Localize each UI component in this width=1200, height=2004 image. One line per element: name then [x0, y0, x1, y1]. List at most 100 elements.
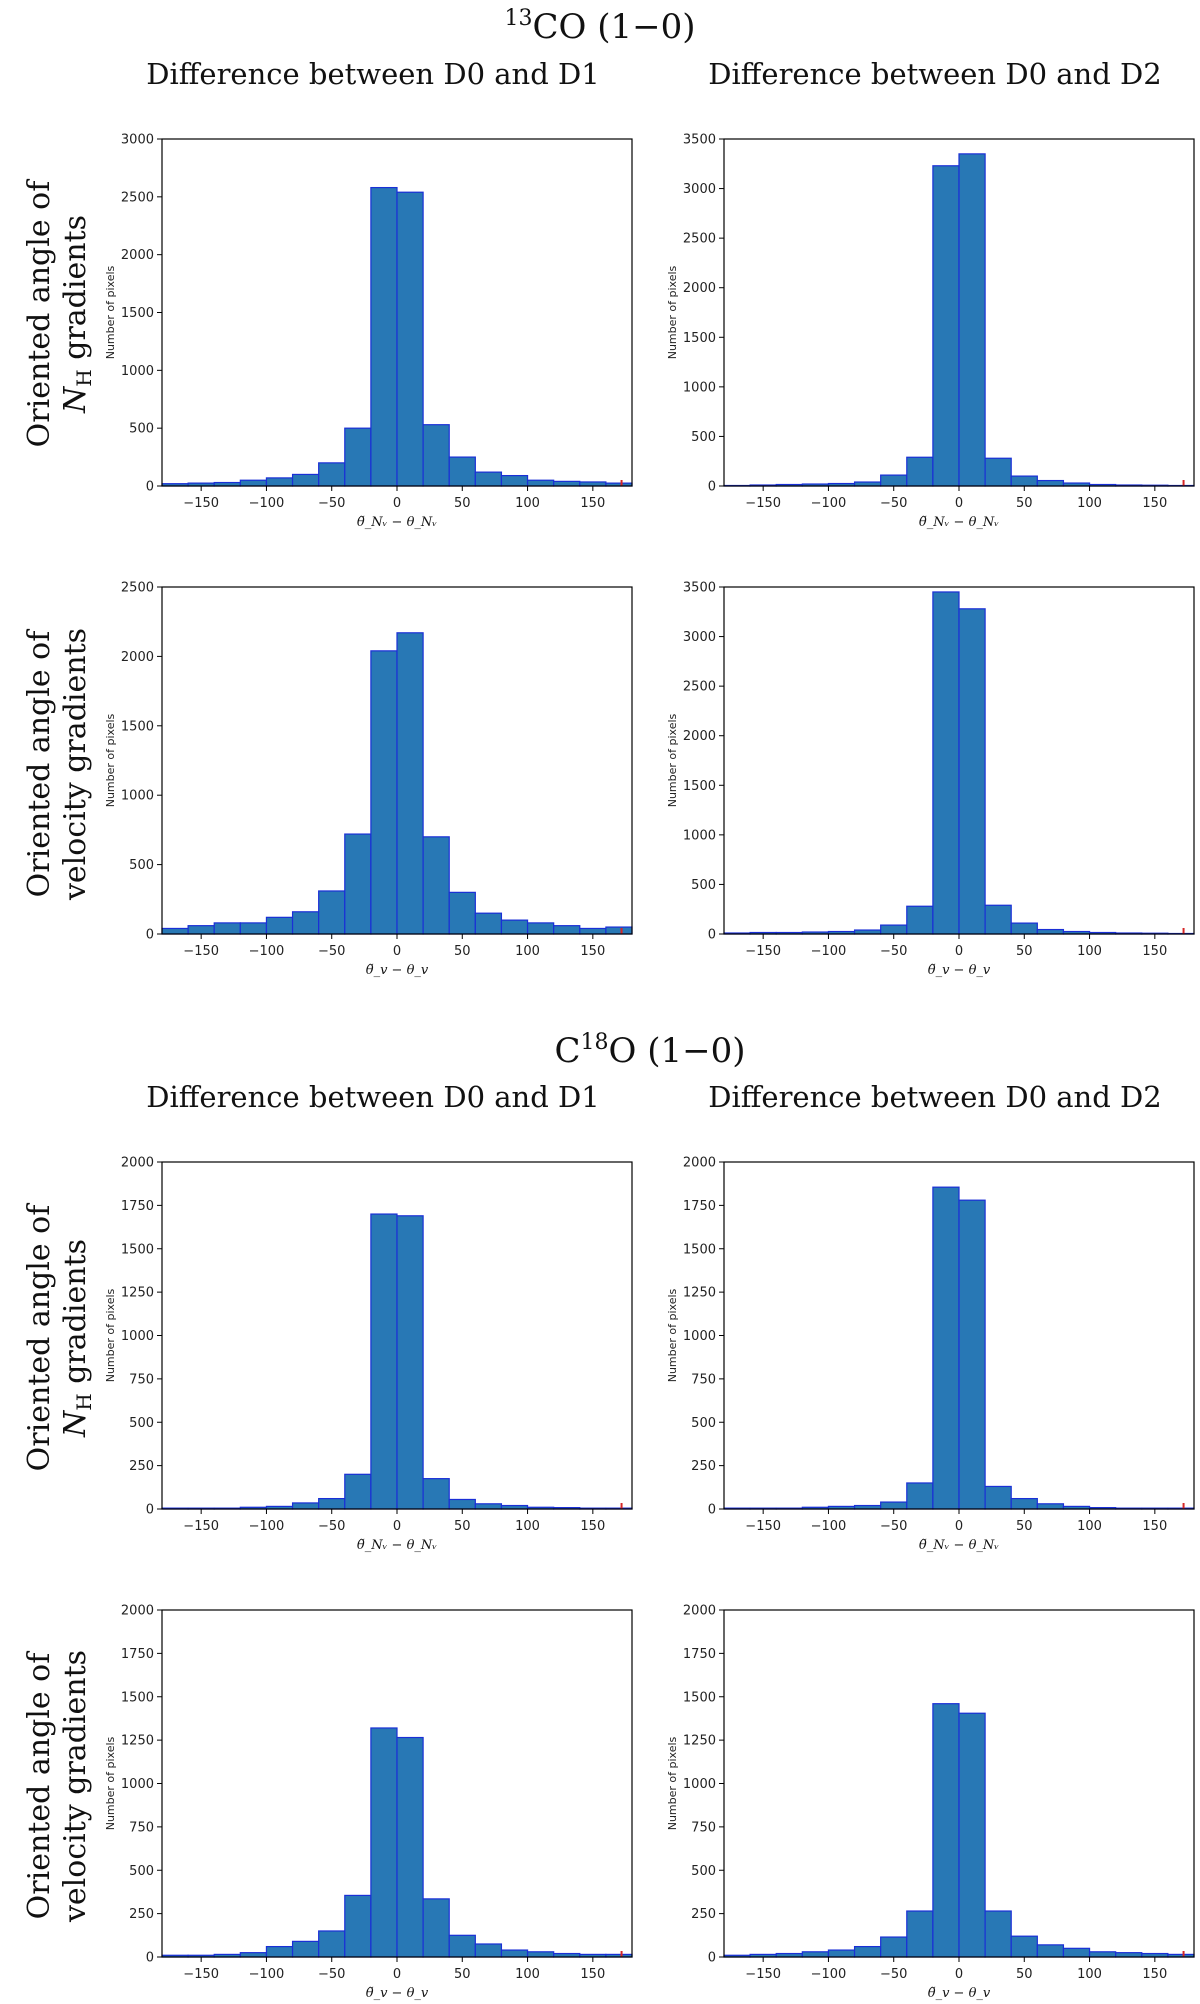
- x-tick-label: 50: [454, 944, 471, 959]
- histogram-bar: [370, 650, 398, 935]
- histogram-bar: [1010, 1497, 1038, 1510]
- y-tick-label: 1750: [121, 1199, 154, 1214]
- y-tick-label: 1750: [683, 1647, 716, 1662]
- histogram-bar: [579, 927, 607, 935]
- x-tick-label: −150: [183, 1967, 219, 1982]
- y-tick-label: 0: [708, 1951, 716, 1966]
- histogram-bar: [474, 1503, 503, 1510]
- histogram-bar: [344, 833, 372, 935]
- y-tick-label: 1250: [683, 1734, 716, 1749]
- histogram-bar: [906, 1482, 934, 1510]
- x-tick-label: −150: [745, 496, 781, 511]
- column-header-d1-c18o: Difference between D0 and D1: [146, 1080, 599, 1114]
- y-tick-label: 0: [146, 1951, 154, 1966]
- y-axis-label: Number of pixels: [666, 1288, 679, 1382]
- histogram-bar: [1010, 1935, 1038, 1958]
- y-tick-label: 1000: [121, 1329, 154, 1344]
- section-title-13co-post: CO (1−0): [533, 7, 696, 47]
- histogram-bar: [932, 1703, 960, 1958]
- y-tick-label: 2000: [683, 1604, 716, 1619]
- histogram-bar: [553, 925, 581, 935]
- histogram-panel-5: −150 −100 −50 0 50 100 15002505007501000125015…: [104, 1156, 633, 1553]
- y-tick-label: 2000: [121, 1156, 154, 1171]
- y-axis-label: Number of pixels: [104, 265, 117, 359]
- histogram-bar: [396, 1736, 424, 1958]
- y-tick-label: 3000: [683, 182, 716, 197]
- histogram-bar: [265, 477, 294, 487]
- y-tick-label: 2500: [121, 190, 154, 205]
- histogram-bar: [318, 462, 346, 487]
- x-tick-label: −50: [880, 496, 907, 511]
- x-tick-label: 0: [955, 1519, 963, 1534]
- y-axis-label: Number of pixels: [666, 265, 679, 359]
- column-header-d2-c18o: Difference between D0 and D2: [708, 1080, 1161, 1114]
- histogram-bar: [318, 1930, 346, 1958]
- histogram-bar: [239, 479, 268, 487]
- y-tick-label: 0: [146, 480, 154, 495]
- histogram-bar: [880, 1936, 908, 1958]
- x-tick-label: 0: [955, 496, 963, 511]
- histogram-bar: [906, 456, 934, 487]
- y-tick-label: 250: [691, 1907, 716, 1922]
- histogram-bar: [801, 1951, 830, 1958]
- x-tick-label: −50: [318, 1967, 345, 1982]
- y-tick-label: 1000: [683, 1329, 716, 1344]
- histogram-bar: [161, 927, 189, 935]
- histogram-bar: [318, 890, 346, 935]
- x-axis-label: θ̃_v − θ_v: [366, 1986, 429, 2001]
- histogram-bar: [500, 474, 529, 487]
- y-tick-label: 2000: [121, 1604, 154, 1619]
- section-title-c18o-post: O (1−0): [609, 1031, 746, 1071]
- row-label-vel-c18o-line2: velocity gradients: [58, 1650, 93, 1923]
- histogram-bar: [984, 904, 1012, 935]
- x-axis-label: θ̃_v − θ_v: [928, 963, 991, 978]
- histogram-bar: [1036, 1944, 1065, 1958]
- x-tick-label: 100: [1077, 1967, 1102, 1982]
- histogram-bar: [1088, 1951, 1117, 1958]
- section-title-13co: 13CO (1−0): [505, 6, 696, 47]
- histogram-bar: [958, 608, 986, 935]
- y-tick-label: 1750: [683, 1199, 716, 1214]
- x-tick-label: 50: [454, 1967, 471, 1982]
- y-tick-label: 1500: [121, 719, 154, 734]
- y-tick-label: 0: [146, 928, 154, 943]
- y-tick-label: 500: [129, 422, 154, 437]
- histogram-bar: [344, 1473, 372, 1510]
- x-tick-label: 100: [1077, 496, 1102, 511]
- x-tick-label: −150: [745, 1519, 781, 1534]
- histogram-bar: [422, 836, 450, 935]
- histogram-panel-1: −150 −100 −50 0 50 100 15005001000150020002500…: [104, 133, 633, 530]
- column-header-d2-13co: Difference between D0 and D2: [708, 57, 1161, 91]
- y-tick-label: 1500: [683, 1242, 716, 1257]
- histogram-bar: [344, 427, 372, 487]
- x-tick-label: −100: [249, 944, 285, 959]
- x-tick-label: 150: [580, 1967, 605, 1982]
- y-tick-label: 1000: [121, 789, 154, 804]
- histogram-bar: [880, 474, 908, 487]
- histogram-panels: −150 −100 −50 0 50 100 15005001000150020002500…: [104, 133, 1195, 2001]
- y-tick-label: 1500: [683, 779, 716, 794]
- x-tick-label: 150: [1142, 944, 1167, 959]
- y-tick-label: 2000: [121, 650, 154, 665]
- y-tick-label: 250: [129, 1907, 154, 1922]
- histogram-bar: [500, 919, 529, 935]
- x-tick-label: 100: [1077, 944, 1102, 959]
- histogram-bar: [906, 1910, 934, 1958]
- y-axis-label: Number of pixels: [666, 1736, 679, 1830]
- y-tick-label: 0: [708, 480, 716, 495]
- histogram-bar: [984, 1485, 1012, 1510]
- histogram-bar: [396, 1215, 424, 1510]
- x-axis-label: θ̃_v − θ_v: [928, 1986, 991, 2001]
- histogram-bar: [370, 1727, 398, 1958]
- x-tick-label: 100: [515, 1519, 540, 1534]
- histogram-bar: [474, 471, 503, 487]
- histogram-bar: [984, 457, 1012, 487]
- x-tick-label: −100: [811, 1967, 847, 1982]
- histogram-bar: [958, 1199, 986, 1510]
- x-axis-label: θ̃_Nᵥ − θ_Nᵥ: [919, 515, 999, 530]
- y-tick-label: 3000: [121, 133, 154, 148]
- y-axis-label: Number of pixels: [104, 713, 117, 807]
- x-tick-label: −50: [318, 944, 345, 959]
- histogram-panel-8: −150 −100 −50 0 50 100 15002505007501000125015…: [666, 1604, 1195, 2001]
